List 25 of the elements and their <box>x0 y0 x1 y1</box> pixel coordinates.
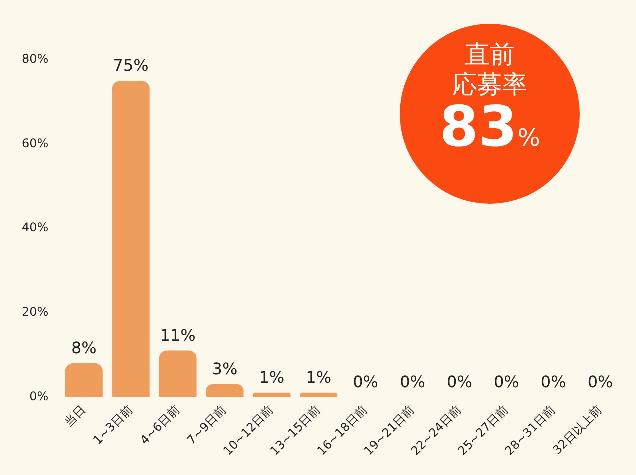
data-label: 0% <box>400 372 426 392</box>
data-label: 75% <box>113 56 149 76</box>
bar <box>300 392 338 398</box>
data-label: 11% <box>160 326 196 345</box>
bar <box>253 392 291 398</box>
bar <box>65 363 103 398</box>
y-tick-label: 60% <box>22 136 49 150</box>
data-label: 0% <box>447 372 472 392</box>
data-label: 0% <box>540 372 566 392</box>
annotation: 直前 <box>464 40 516 70</box>
bar <box>159 350 197 398</box>
y-tick-label: 0% <box>30 389 49 404</box>
data-label: 0% <box>353 372 379 392</box>
bar <box>112 81 150 398</box>
y-tick-label: 80% <box>22 52 49 66</box>
data-label: 1% <box>306 368 332 388</box>
y-tick-label: 20% <box>22 304 49 319</box>
data-label: 8% <box>71 338 97 358</box>
data-label: 0% <box>494 372 520 392</box>
bar <box>206 384 244 398</box>
data-label: 0% <box>588 372 614 392</box>
x-tick-label: 当日 <box>62 402 88 430</box>
data-label: 3% <box>212 360 238 379</box>
data-label: 1% <box>259 368 285 388</box>
y-tick-label: 40% <box>22 220 49 235</box>
